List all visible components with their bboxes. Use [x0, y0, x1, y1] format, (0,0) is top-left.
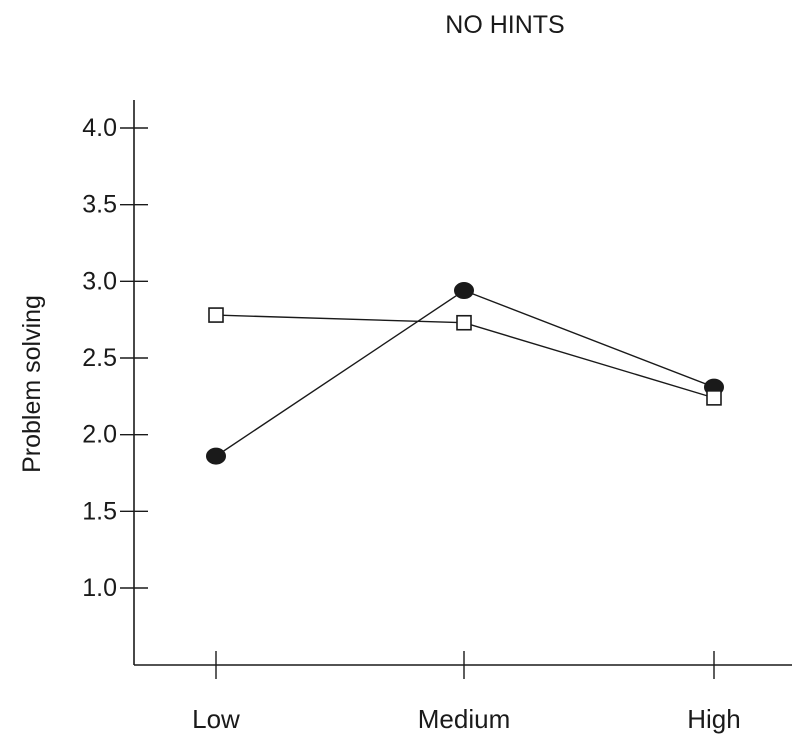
x-tick-label: Low	[192, 704, 240, 734]
y-tick-label: 3.0	[82, 267, 117, 295]
data-point-open-square	[208, 307, 224, 323]
chart-title: NO HINTS	[445, 11, 564, 39]
y-tick-label: 3.5	[82, 191, 117, 219]
y-tick-label: 1.5	[82, 497, 117, 525]
y-tick-label: 4.0	[82, 114, 117, 142]
axes: 1.0 1.5 2.0 2.5 3.0 3.5 4.0 Low Medium High	[82, 100, 792, 734]
y-tick-label: 2.0	[82, 421, 117, 449]
data-point-filled-circle	[454, 282, 474, 300]
data-point-open-square	[456, 314, 472, 331]
data-point-open-square	[706, 390, 722, 406]
series-group	[206, 282, 724, 465]
y-tick-label: 1.0	[82, 574, 117, 602]
data-point-filled-circle	[206, 447, 226, 465]
y-axis-label: Problem solving	[18, 295, 46, 473]
y-tick-label: 2.5	[82, 344, 117, 372]
x-tick-label: Medium	[418, 704, 510, 734]
x-tick-label: High	[687, 704, 740, 734]
